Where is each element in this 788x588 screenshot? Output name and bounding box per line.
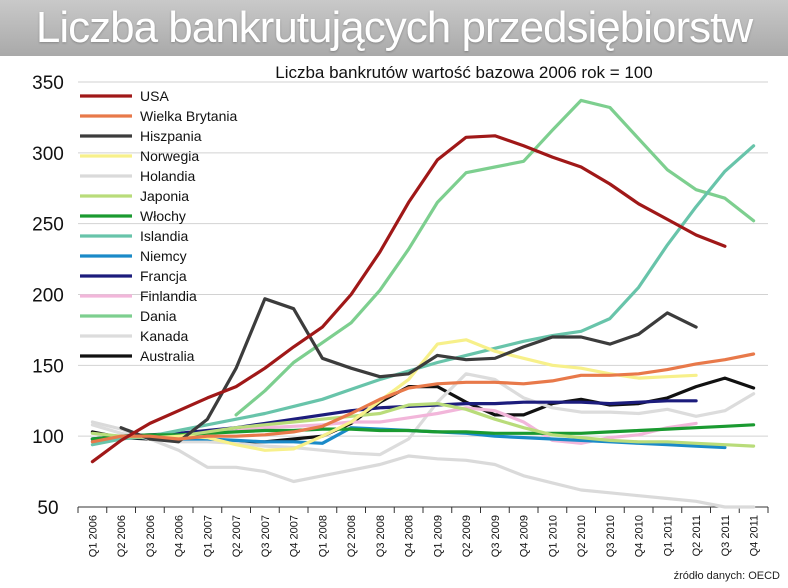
title-banner: [0, 0, 788, 56]
x-tick-label: Q3 2006: [145, 515, 157, 557]
x-tick-label: Q1 2007: [202, 515, 214, 557]
y-tick-label: 250: [32, 215, 64, 236]
legend-label: Niemcy: [140, 248, 187, 264]
x-tick-label: Q4 2010: [634, 515, 646, 557]
legend: USA Wielka Brytania Hiszpania Norwegia Holan…: [80, 88, 237, 364]
legend-label: Włochy: [140, 208, 186, 224]
series-line: [90, 402, 756, 448]
x-tick-label: Q4 2009: [519, 515, 531, 557]
series-line: [90, 144, 756, 447]
x-tick-label: Q2 2006: [116, 515, 128, 557]
legend-label: Francja: [140, 268, 187, 284]
x-tick-label: Q3 2007: [260, 515, 272, 557]
x-tick-label: Q3 2008: [375, 515, 387, 557]
x-tick-label: Q4 2011: [749, 515, 761, 556]
series-line: [90, 372, 756, 457]
legend-label: Holandia: [140, 168, 195, 184]
x-tick-label: Q2 2011: [691, 515, 703, 556]
axes: 50 100 150 200 250 300 350 Q1 2006 Q2 2006 Q3 200…: [32, 73, 769, 557]
y-tick-label: 150: [32, 356, 64, 377]
series-line: [90, 352, 756, 444]
chart-title: Liczba bankrutów wartość bazowa 2006 rok…: [275, 63, 653, 82]
y-tick-label: 350: [32, 73, 64, 94]
y-tick-label: 100: [32, 427, 64, 448]
x-tick-label: Q1 2008: [317, 515, 329, 557]
legend-label: Finlandia: [140, 288, 197, 304]
legend-label: Australia: [140, 348, 195, 364]
x-tick-label: Q3 2011: [720, 515, 732, 556]
x-tick-label: Q4 2008: [404, 515, 416, 557]
x-tick-label: Q1 2011: [662, 515, 674, 556]
legend-label: USA: [140, 88, 169, 104]
legend-label: Japonia: [140, 188, 189, 204]
series-line: [90, 134, 727, 464]
series-line: [234, 98, 756, 417]
legend-label: Hiszpania: [140, 128, 202, 144]
x-tick-label: Q3 2009: [490, 515, 502, 557]
series-line: [90, 420, 756, 509]
legend-label: Kanada: [140, 328, 188, 344]
x-tick-label: Q1 2010: [547, 515, 559, 557]
x-tick-label: Q1 2006: [87, 515, 99, 557]
series-line: [148, 338, 698, 452]
series-lines: [90, 98, 756, 509]
x-tick-label: Q4 2007: [289, 515, 301, 557]
x-tick-label: Q1 2009: [432, 515, 444, 557]
page-title: Liczba bankrutujących przedsiębiorstw: [35, 3, 753, 52]
x-tick-label: Q2 2008: [346, 515, 358, 557]
legend-label: Norwegia: [140, 148, 199, 164]
source-note: źródło danych: OECD: [673, 570, 780, 582]
x-tick-label: Q3 2010: [605, 515, 617, 557]
y-tick-label: 200: [32, 286, 64, 307]
y-tick-label: 50: [37, 498, 58, 519]
series-line: [119, 297, 698, 444]
legend-label: Dania: [140, 308, 177, 324]
x-tick-label: Q4 2006: [174, 515, 186, 557]
legend-label: Wielka Brytania: [140, 108, 237, 124]
x-tick-label: Q2 2007: [231, 515, 243, 557]
x-tick-label: Q2 2010: [576, 515, 588, 557]
y-tick-label: 300: [32, 144, 64, 165]
x-tick-label: Q2 2009: [461, 515, 473, 557]
legend-label: Islandia: [140, 228, 188, 244]
